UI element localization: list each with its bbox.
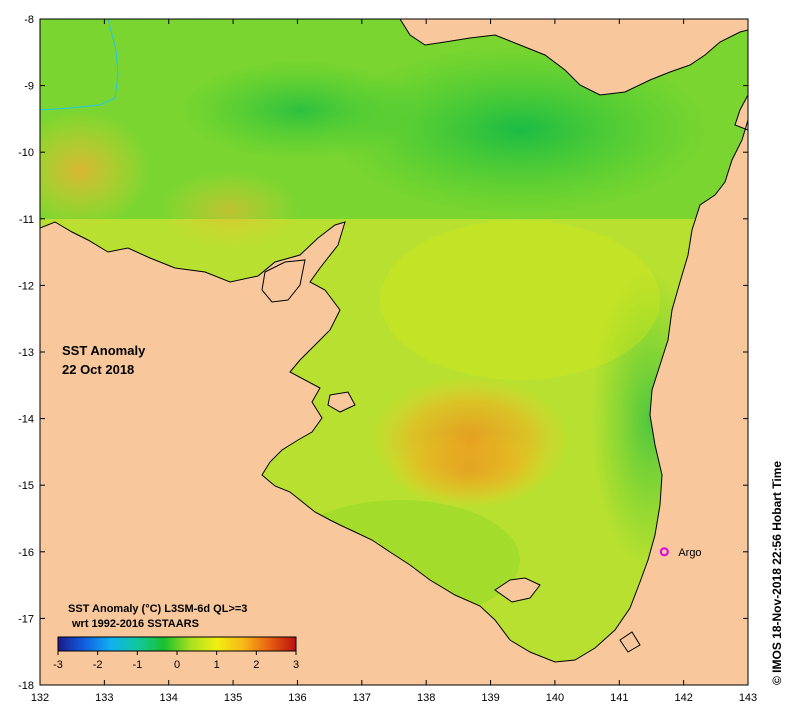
colorbar-tick-label: 2 — [253, 659, 259, 671]
latitude-axis: -8-9-10-11-12-13-14-15-16-17-18 — [18, 14, 748, 692]
argo-marker-icon — [659, 547, 669, 557]
argo-label: Argo — [678, 547, 701, 559]
land-wellesley-islands — [495, 578, 540, 602]
latitude-tick-label: -8 — [24, 14, 34, 26]
colorbar-subtitle: wrt 1992-2016 SSTAARS — [71, 618, 199, 630]
colorbar-tick-label: -1 — [132, 659, 142, 671]
longitude-tick-label: 142 — [674, 692, 692, 704]
map-date: 22 Oct 2018 — [62, 362, 134, 377]
latitude-tick-label: -16 — [18, 547, 34, 559]
longitude-tick-label: 139 — [481, 692, 499, 704]
latitude-tick-label: -11 — [19, 214, 34, 226]
latitude-tick-label: -9 — [24, 81, 34, 93]
latitude-tick-label: -18 — [18, 680, 34, 692]
longitude-tick-label: 132 — [31, 692, 49, 704]
colorbar-tick-label: 1 — [214, 659, 220, 671]
colorbar-tick-label: 0 — [174, 659, 180, 671]
latitude-tick-label: -15 — [18, 480, 34, 492]
colorbar-title: SST Anomaly (°C) L3SM-6d QL>=3 — [68, 603, 247, 615]
land-cape-york-tip — [735, 95, 748, 130]
longitude-tick-label: 143 — [739, 692, 757, 704]
maritime-boundary — [40, 19, 119, 111]
latitude-tick-label: -12 — [18, 280, 34, 292]
latitude-tick-label: -13 — [18, 347, 34, 359]
latitude-tick-label: -10 — [18, 147, 34, 159]
longitude-tick-label: 140 — [546, 692, 564, 704]
latitude-tick-label: -14 — [18, 414, 34, 426]
colorbar-tick-label: 3 — [293, 659, 299, 671]
longitude-axis: 132 133 134 135 136 137 138 139 140 141 142 143 — [31, 19, 757, 704]
longitude-tick-label: 133 — [95, 692, 113, 704]
longitude-tick-label: 141 — [610, 692, 628, 704]
argo-float-marker: Argo — [659, 547, 702, 559]
colorbar-scale — [57, 636, 297, 652]
longitude-tick-label: 134 — [160, 692, 178, 704]
coastlines — [40, 19, 748, 663]
map-title: SST Anomaly — [62, 343, 146, 358]
colorbar-tick-label: -2 — [93, 659, 103, 671]
latitude-tick-label: -17 — [18, 613, 34, 625]
longitude-tick-label: 135 — [224, 692, 242, 704]
colorbar-tick-label: -3 — [53, 659, 63, 671]
imos-credit: © IMOS 18-Nov-2018 22:56 Hobart Time — [770, 460, 784, 685]
longitude-tick-label: 136 — [288, 692, 306, 704]
longitude-tick-label: 138 — [417, 692, 435, 704]
land-northern-territory — [40, 120, 748, 685]
longitude-tick-label: 137 — [353, 692, 371, 704]
colorbar: -3 -2 -1 0 1 2 3 — [53, 636, 299, 671]
land-new-guinea — [400, 19, 748, 95]
